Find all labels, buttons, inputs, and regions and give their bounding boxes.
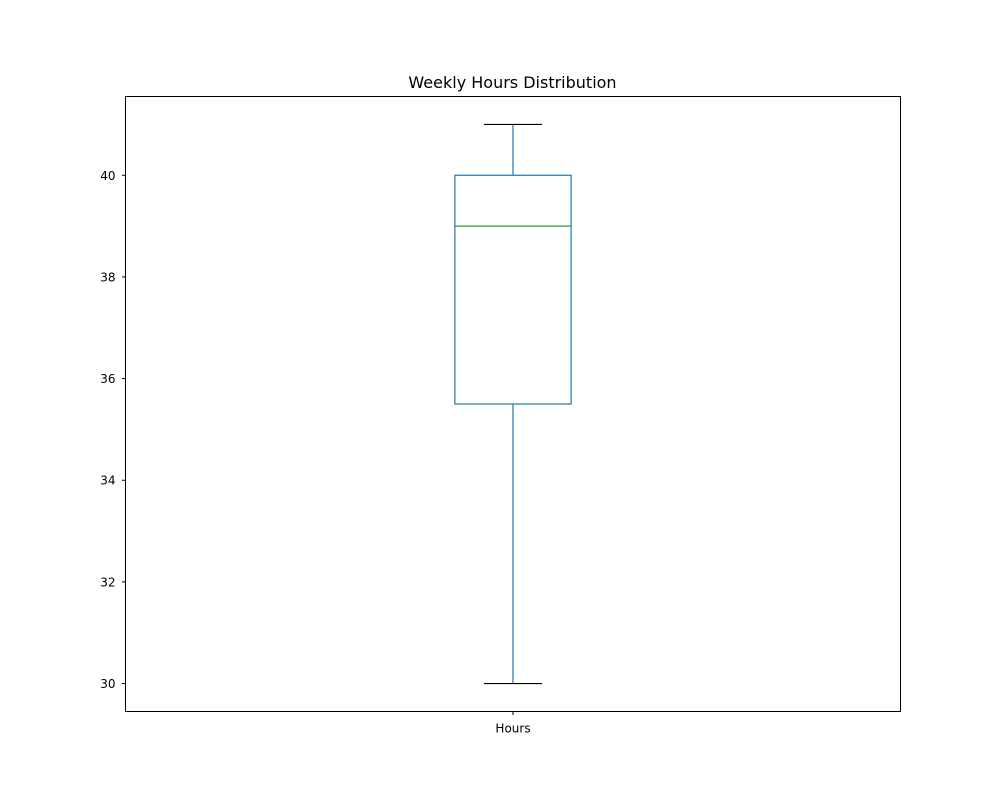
- iqr-box: [454, 174, 572, 405]
- plot-frame: [125, 96, 901, 712]
- y-tick-label: 38: [100, 270, 115, 284]
- y-tick-label: 36: [100, 372, 115, 386]
- y-tick-label: 30: [100, 677, 115, 691]
- x-tick-label: Hours: [495, 722, 530, 736]
- chart-title: Weekly Hours Distribution: [408, 73, 616, 92]
- y-tick-label: 32: [100, 575, 115, 589]
- y-axis-ticks: 30 32 34 36 38 40: [100, 169, 126, 691]
- y-tick-label: 34: [100, 474, 115, 488]
- box-group: [454, 123, 572, 685]
- x-axis-ticks: Hours: [495, 711, 531, 736]
- y-tick-label: 40: [100, 169, 115, 183]
